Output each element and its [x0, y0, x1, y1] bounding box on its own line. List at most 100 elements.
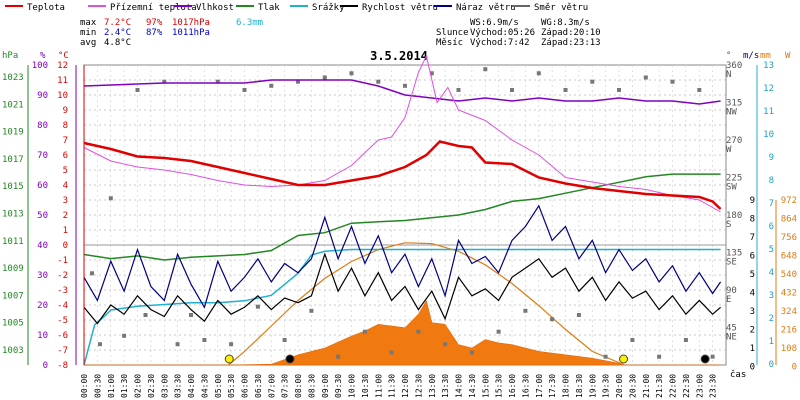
- wind-tick-label: 6: [769, 222, 774, 232]
- temperature-tick-label: 0: [63, 241, 68, 251]
- pressure-tick-label: 1015: [2, 182, 24, 192]
- moonset-marker: [700, 354, 710, 364]
- wind-direction-mark: [630, 338, 635, 342]
- x-tick-label: 00:30: [93, 374, 102, 398]
- temperature-tick-label: -2: [57, 271, 68, 281]
- x-axis-label: čas: [730, 369, 746, 380]
- humidity-tick-label: 40: [37, 241, 48, 251]
- wind-direction-mark: [322, 75, 327, 80]
- x-tick-label: 16:30: [521, 374, 530, 398]
- x-tick-label: 01:30: [120, 374, 129, 398]
- wind-direction-mark: [229, 342, 234, 347]
- temperature-tick-label: 7: [63, 136, 68, 146]
- solar-tick-label: 756: [781, 233, 797, 243]
- temperature-tick-label: -5: [57, 316, 68, 326]
- stats-label: avg: [80, 38, 96, 48]
- wind-direction-mark: [670, 79, 675, 84]
- wind-direction-mark: [429, 71, 434, 76]
- stats-moonset: Západ:23:13: [541, 38, 601, 48]
- x-tick-label: 04:00: [187, 374, 196, 398]
- x-tick-label: 08:00: [294, 374, 303, 398]
- wind-direction-mark: [242, 88, 247, 92]
- direction-tick-label: N: [726, 70, 731, 80]
- wind-direction-mark: [90, 271, 94, 276]
- wind-direction-mark: [710, 354, 715, 359]
- plot-area: [83, 54, 722, 366]
- solar-radiation-area: [84, 299, 721, 366]
- x-tick-label: 05:30: [227, 374, 236, 398]
- wind-tick-label: 12: [763, 84, 774, 94]
- temperature-tick-label: 11: [57, 76, 68, 86]
- pressure-tick-label: 1009: [2, 264, 24, 274]
- stats-temp: 7.2°C: [104, 18, 131, 28]
- legend-label: Náraz větru: [456, 3, 516, 13]
- stats-wind-gust: WG:8.3m/s: [541, 18, 590, 28]
- wind-direction-mark: [376, 79, 381, 84]
- grid: [83, 64, 727, 366]
- wind-direction-mark: [617, 88, 621, 92]
- x-tick-label: 15:30: [495, 374, 504, 398]
- stats-rain: 6.3mm: [236, 18, 263, 28]
- x-tick-label: 19:30: [602, 374, 611, 398]
- wind-direction-mark: [108, 196, 113, 201]
- wind-direction-mark: [456, 88, 461, 92]
- x-tick-label: 18:00: [562, 374, 571, 398]
- direction-tick-label: 315: [726, 99, 742, 109]
- sunrise-marker: [224, 354, 234, 364]
- temperature-tick-label: -8: [57, 361, 68, 371]
- direction-tick-label: NW: [726, 108, 737, 118]
- temperature-tick-label: 1: [63, 226, 68, 236]
- wind-direction-mark: [643, 75, 648, 80]
- temperature-tick-label: 2: [63, 211, 68, 221]
- wind-direction-mark: [269, 83, 274, 88]
- temperature-tick-label: 3: [63, 196, 68, 206]
- wind-direction-mark: [309, 308, 314, 313]
- wind-direction-mark: [122, 333, 127, 338]
- stats-sunrise: Východ:05:26: [470, 28, 535, 38]
- x-tick-label: 15:00: [481, 374, 490, 398]
- wind-direction-mark: [162, 79, 167, 84]
- direction-tick-label: 360: [726, 61, 742, 71]
- x-tick-label: 02:30: [147, 374, 156, 398]
- wind-direction-mark: [143, 313, 148, 317]
- temperature-unit: °C: [58, 51, 69, 61]
- legend-label: Rychlost větru: [362, 3, 438, 13]
- solar-tick-label: 324: [781, 307, 797, 317]
- wind-tick-label: 1: [769, 337, 774, 347]
- legend-label: Srážky: [312, 3, 345, 13]
- wind-direction-mark: [603, 354, 608, 359]
- x-tick-label: 18:30: [575, 374, 584, 398]
- wind-direction-mark: [403, 83, 407, 88]
- x-tick-label: 21:00: [642, 374, 651, 398]
- pressure-tick-label: 1019: [2, 128, 24, 138]
- stats-moonrise: Východ:7:42: [470, 38, 530, 48]
- temperature-tick-label: 9: [63, 106, 68, 116]
- wind-tick-label: 5: [769, 245, 774, 255]
- moonrise-marker: [285, 354, 295, 364]
- pressure-unit: hPa: [2, 51, 18, 61]
- wind-direction-mark: [443, 342, 448, 347]
- legend-label: Přízemní teplota: [110, 3, 197, 13]
- temperature-tick-label: -7: [57, 346, 68, 356]
- rain-tick-label: 9: [750, 196, 755, 206]
- pressure-line: [83, 173, 721, 261]
- rain-tick-label: 5: [750, 270, 755, 280]
- humidity-tick-label: 80: [37, 121, 48, 131]
- rain-tick-label: 7: [750, 233, 755, 243]
- x-tick-label: 03:00: [160, 374, 169, 398]
- wind-direction-mark: [282, 338, 287, 342]
- chart-title: 3.5.2014: [370, 49, 428, 63]
- wind-direction-mark: [536, 71, 541, 76]
- pressure-tick-label: 1007: [2, 291, 24, 301]
- humidity-tick-label: 70: [37, 151, 48, 161]
- wind-direction-mark: [469, 350, 474, 355]
- wind-direction-mark: [697, 88, 702, 92]
- stats-panel: max 7.2°C 97% 1017hPa 6.3mm min 2.4°C 87% 1011hP…: [80, 18, 601, 48]
- x-tick-label: 10:30: [361, 374, 370, 398]
- stats-hum: 87%: [146, 28, 163, 38]
- pressure-tick-label: 1021: [2, 100, 24, 110]
- x-tick-label: 11:30: [388, 374, 397, 398]
- legend: Teplota Přízemní teplota Vlhkost Tlak Srážky…: [5, 3, 588, 13]
- temperature-tick-label: 4: [63, 181, 68, 191]
